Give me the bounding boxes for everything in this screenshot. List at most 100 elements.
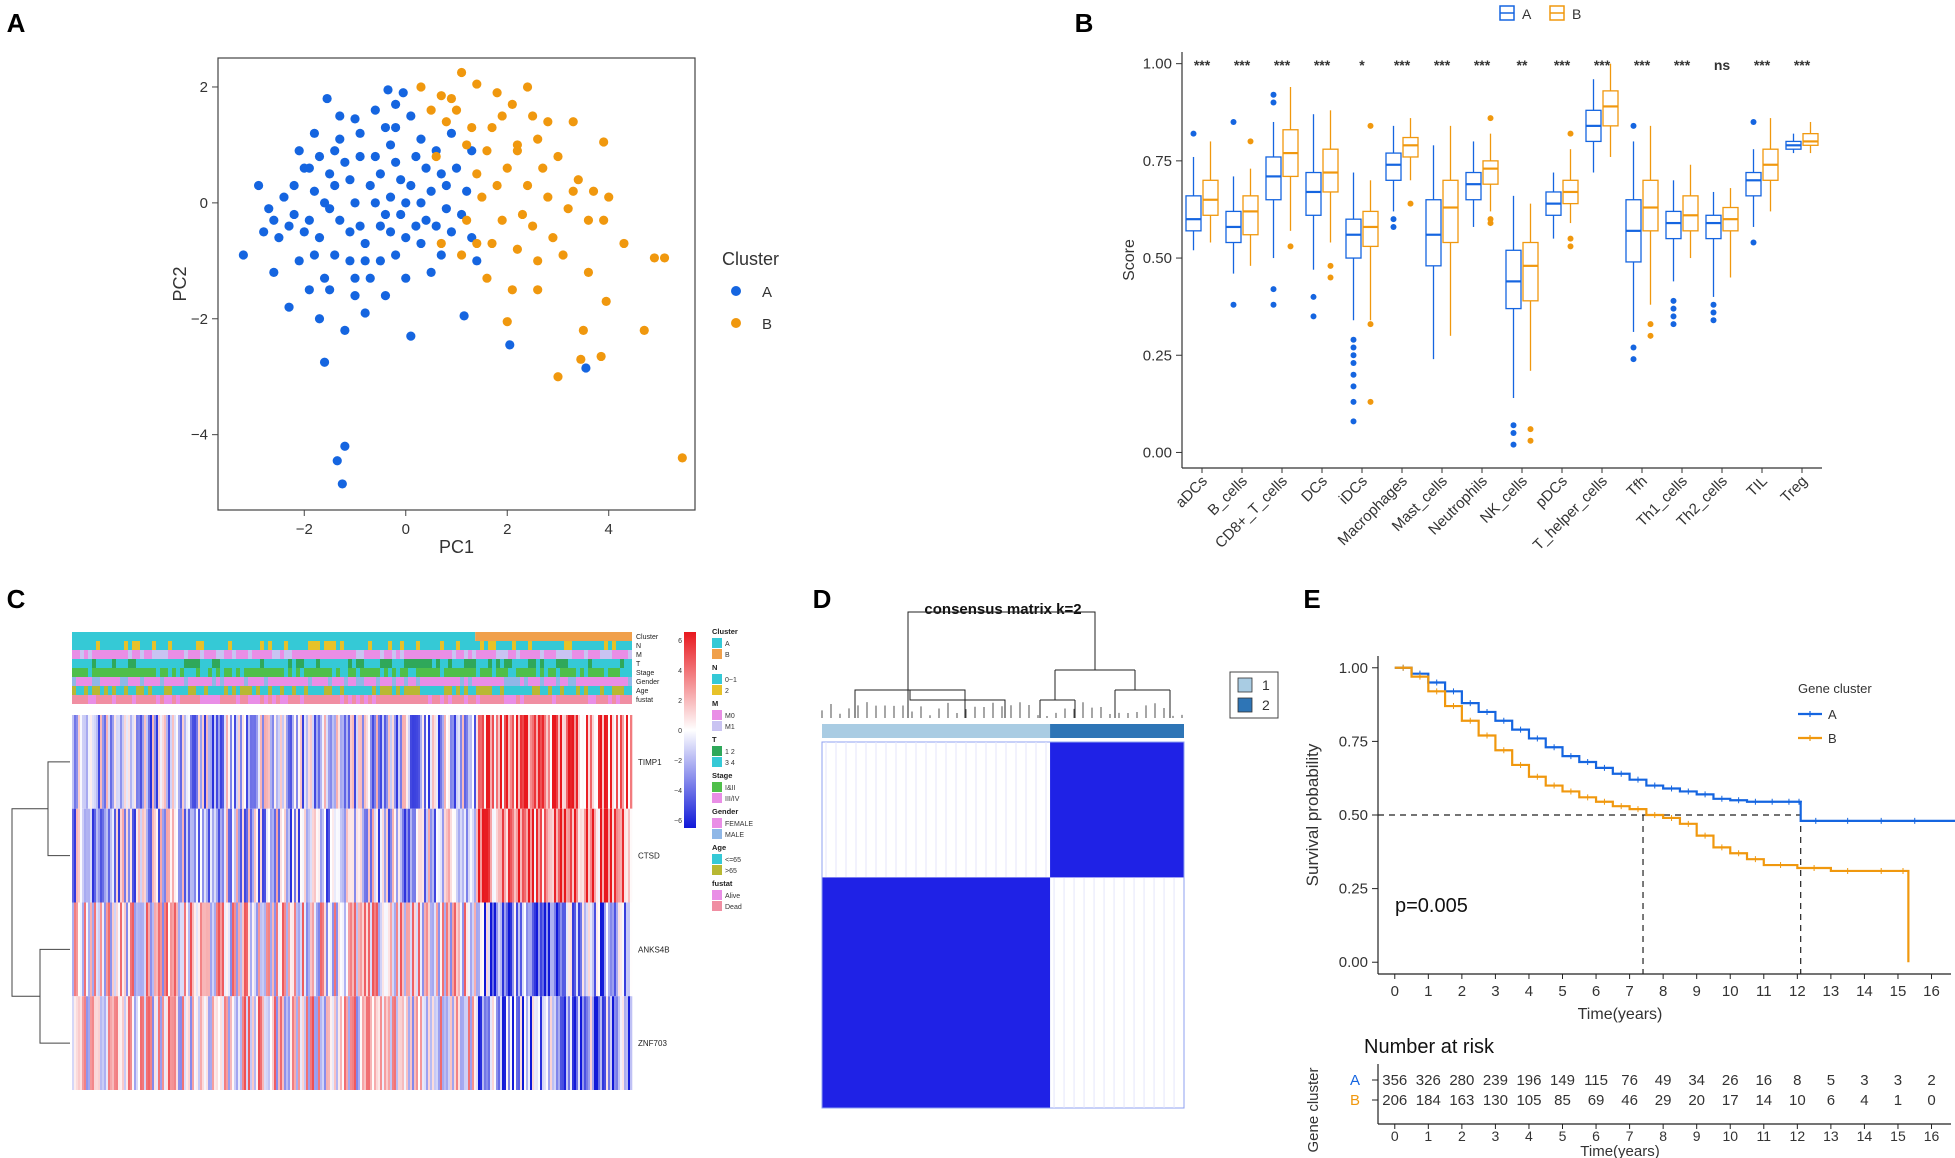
heat-cell: [148, 809, 150, 903]
heat-cell: [118, 715, 120, 809]
heat-cell: [230, 715, 232, 809]
heat-cell: [604, 715, 606, 809]
heat-cell: [258, 715, 260, 809]
heat-cell: [264, 809, 266, 903]
point-A: [239, 250, 248, 259]
heat-cell: [100, 715, 102, 809]
heat-cell: [346, 715, 348, 809]
y-axis-label: PC2: [170, 266, 190, 301]
x-tick-label: Treg: [1777, 473, 1810, 506]
heat-cell: [314, 809, 316, 903]
heat-cell: [328, 903, 330, 997]
heat-cell: [484, 809, 486, 903]
heat-cell: [298, 715, 300, 809]
heat-cell: [356, 715, 358, 809]
heat-cell: [620, 996, 622, 1090]
outlier-A: [1271, 100, 1277, 106]
annotation-cell: [200, 695, 204, 704]
point-B: [472, 169, 481, 178]
annotation-cell: [232, 686, 236, 695]
heat-cell: [586, 996, 588, 1090]
heat-cell: [624, 715, 626, 809]
annotation-cell: [368, 641, 372, 650]
dendrogram-branch: [48, 762, 70, 856]
heat-cell: [490, 809, 492, 903]
heat-cell: [316, 903, 318, 997]
heat-cell: [566, 715, 568, 809]
point-A: [361, 256, 370, 265]
heat-cell: [488, 715, 490, 809]
risk-value: 14: [1755, 1092, 1772, 1109]
heat-cell: [298, 809, 300, 903]
point-B: [518, 210, 527, 219]
point-B: [533, 285, 542, 294]
heat-cell: [572, 903, 574, 997]
point-A: [305, 164, 314, 173]
heat-cell: [590, 996, 592, 1090]
heat-cell: [248, 715, 250, 809]
point-B: [678, 453, 687, 462]
risk-value: 1: [1894, 1092, 1902, 1109]
cluster-bar-1: [822, 724, 1050, 738]
heat-cell: [208, 809, 210, 903]
censor-mark-A: [1601, 765, 1607, 771]
heat-cell: [260, 903, 262, 997]
heat-cell: [376, 996, 378, 1090]
heat-cell: [508, 809, 510, 903]
annotation-cell: [88, 650, 92, 659]
annotation-cell: [468, 677, 472, 686]
box-A: [1746, 173, 1761, 196]
heat-cell: [132, 903, 134, 997]
heat-cell: [102, 809, 104, 903]
annotation-cell: [312, 641, 316, 650]
heat-cell: [148, 996, 150, 1090]
heat-cell: [412, 903, 414, 997]
legend-item-label: 3 4: [725, 760, 735, 767]
annotation-cell: [564, 659, 568, 668]
heat-cell: [620, 809, 622, 903]
heat-cell: [352, 903, 354, 997]
heat-cell: [472, 903, 474, 997]
heat-cell: [198, 996, 200, 1090]
annotation-cell: [504, 677, 508, 686]
annotation-cell: [200, 650, 204, 659]
heat-cell: [146, 903, 148, 997]
point-A: [335, 135, 344, 144]
heat-cell: [290, 903, 292, 997]
heat-cell: [476, 809, 478, 903]
risk-row-label: A: [1350, 1072, 1360, 1089]
panel-label-E: E: [1303, 584, 1320, 614]
heat-cell: [82, 903, 84, 997]
heat-cell: [130, 903, 132, 997]
heat-cell: [270, 903, 272, 997]
heat-cell: [262, 996, 264, 1090]
heat-cell: [528, 903, 530, 997]
heat-cell: [598, 809, 600, 903]
legend-item-label: B: [725, 652, 730, 659]
outlier-A: [1351, 360, 1357, 366]
heat-cell: [110, 996, 112, 1090]
point-A: [460, 311, 469, 320]
heat-cell: [344, 715, 346, 809]
heat-cell: [506, 809, 508, 903]
point-A: [284, 221, 293, 230]
legend-censor: [1807, 711, 1813, 717]
heat-cell: [514, 903, 516, 997]
risk-value: 4: [1860, 1092, 1868, 1109]
outlier-B: [1528, 438, 1534, 444]
point-A: [381, 291, 390, 300]
annotation-cell: [348, 695, 352, 704]
heat-cell: [394, 715, 396, 809]
censor-mark-A: [1434, 680, 1440, 686]
heat-cell: [254, 715, 256, 809]
legend-swatch: [712, 782, 722, 792]
censor-mark-B: [1585, 794, 1591, 800]
heat-cell: [504, 903, 506, 997]
heat-cell: [256, 715, 258, 809]
heat-cell: [382, 996, 384, 1090]
heat-cell: [352, 715, 354, 809]
annotation-cell: [508, 668, 512, 677]
heat-cell: [434, 715, 436, 809]
annotation-cell: [212, 668, 216, 677]
annotation-cell: [552, 695, 556, 704]
